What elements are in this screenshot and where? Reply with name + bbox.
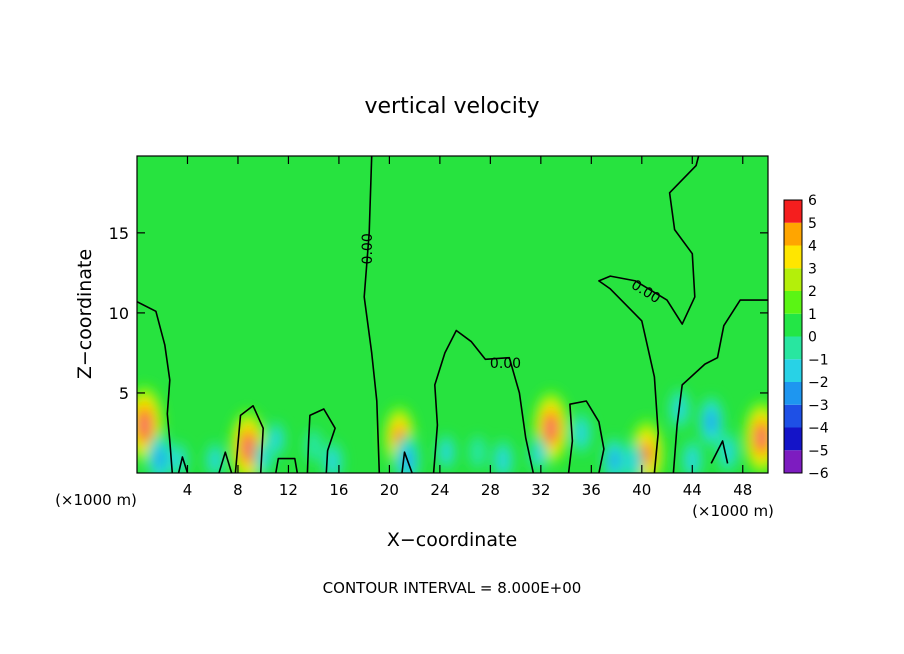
x-tick-label: 12	[279, 481, 298, 499]
contour-line	[598, 156, 700, 473]
colorbar-label: 2	[808, 284, 817, 300]
velocity-cell	[271, 430, 281, 449]
colorbar-swatch	[784, 291, 802, 314]
x-tick-label: 28	[481, 481, 500, 499]
zero-contours	[137, 156, 768, 473]
x-tick-label: 32	[531, 481, 550, 499]
y-tick-label: 15	[109, 224, 129, 243]
y-tick-label: 10	[109, 304, 129, 323]
y-tick-label: 5	[119, 384, 129, 403]
colorbar-swatch	[784, 404, 802, 428]
velocity-cell	[155, 450, 164, 467]
velocity-cell	[533, 445, 543, 463]
x-unit-left: (×1000 m)	[55, 491, 137, 509]
contour-line	[177, 456, 189, 473]
y-axis-label: Z−coordinate	[74, 249, 96, 379]
colorbar-label: 4	[808, 239, 817, 255]
x-unit-right: (×1000 m)	[692, 502, 774, 520]
colorbar-label: 0	[808, 330, 817, 346]
velocity-cell	[643, 446, 651, 461]
colorbar-swatch	[784, 382, 802, 405]
velocity-cell	[327, 451, 338, 472]
colorbar-frame	[783, 199, 803, 474]
x-axis: 4 8 12 16 20 24 28 32 36 40 44 48	[183, 156, 752, 499]
contour-label: 0.00	[490, 356, 521, 372]
velocity-cell	[687, 450, 698, 471]
colorbar-label: −3	[808, 398, 829, 414]
contour-line	[432, 329, 535, 473]
colorbar-swatch	[784, 200, 802, 223]
colorbar-swatch	[784, 427, 802, 451]
velocity-cell	[210, 451, 220, 469]
colorbar-swatch	[784, 359, 802, 382]
velocity-cell	[497, 450, 509, 471]
velocity-cell	[547, 421, 554, 435]
velocity-cell	[576, 422, 587, 443]
contour-line	[567, 400, 605, 473]
colorbar-label: −4	[808, 421, 829, 437]
velocity-cell	[469, 436, 487, 469]
contour-line	[672, 299, 768, 473]
velocity-cell	[610, 452, 618, 468]
velocity-cell	[258, 449, 268, 468]
plot-area: 0.000.000.00	[136, 155, 769, 474]
x-tick-label: 8	[233, 481, 243, 499]
colorbar-swatch	[784, 268, 802, 291]
x-tick-label: 36	[582, 481, 601, 499]
plot-frame	[136, 155, 769, 474]
colorbar-label: 1	[808, 307, 817, 323]
x-tick-label: 24	[430, 481, 449, 499]
contour-line	[218, 451, 233, 473]
colorbar-swatch	[784, 336, 802, 360]
x-tick-label: 4	[183, 481, 193, 499]
contour-line	[234, 405, 264, 473]
colorbar-swatch	[784, 313, 802, 337]
contour-label: 0.00	[360, 233, 376, 264]
colorbar-swatch	[784, 450, 802, 473]
contour-line	[306, 408, 336, 473]
colorbar: −6 −5 −4 −3 −2 −1 0 1 2 3 4 5 6	[783, 193, 829, 482]
x-axis-label: X−coordinate	[387, 529, 517, 551]
x-tick-label: 44	[683, 481, 702, 499]
velocity-cell	[722, 442, 733, 463]
colorbar-label: −2	[808, 375, 829, 391]
contour-line	[275, 457, 299, 473]
contour-line	[710, 440, 729, 464]
velocity-cell	[758, 431, 765, 445]
colorbar-swatch	[784, 222, 802, 246]
x-tick-label: 48	[733, 481, 752, 499]
colorbar-label: −6	[808, 466, 829, 482]
x-tick-label: 16	[329, 481, 348, 499]
contour-line	[363, 156, 381, 473]
colorbar-label: −1	[808, 352, 829, 368]
colorbar-label: 3	[808, 261, 817, 277]
colorbar-label: 5	[808, 216, 817, 232]
x-tick-label: 40	[632, 481, 651, 499]
plot-background	[137, 156, 768, 473]
x-tick-label: 20	[380, 481, 399, 499]
y-axis: 5 10 15	[109, 224, 768, 403]
contour-interval-note: CONTOUR INTERVAL = 8.000E+00	[323, 579, 582, 597]
contour-line	[401, 451, 413, 473]
colorbar-swatch	[784, 245, 802, 269]
velocity-cell	[627, 451, 639, 472]
velocity-cell	[245, 441, 252, 454]
colorbar-label: −5	[808, 443, 829, 459]
velocity-cell	[707, 413, 716, 431]
velocity-cell	[441, 443, 451, 461]
chart-title: vertical velocity	[364, 94, 539, 119]
contour-line	[137, 300, 174, 473]
velocity-cell	[141, 418, 148, 432]
colorbar-label: 6	[808, 193, 817, 209]
